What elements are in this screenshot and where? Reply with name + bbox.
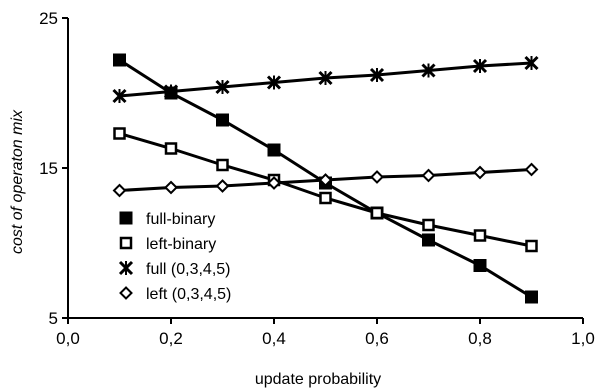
- x-tick-label: 0,2: [159, 329, 183, 348]
- data-point: [421, 168, 436, 183]
- legend-marker: [119, 236, 133, 250]
- legend-label: left (0,3,4,5): [146, 286, 231, 303]
- data-point: [524, 162, 539, 177]
- data-point: [318, 173, 333, 187]
- data-point: [164, 142, 178, 155]
- legend-item: left-binary: [119, 236, 216, 253]
- series-2: [112, 55, 539, 104]
- data-point: [421, 63, 436, 78]
- data-point: [267, 143, 281, 157]
- x-tick-label: 0,0: [56, 329, 80, 348]
- axes: 0,0 0,2 0,4 0,6 0,8 1,0 5 15 25: [39, 9, 595, 348]
- y-tick-label: 25: [39, 9, 58, 28]
- y-axis-label: cost of operaton mix: [9, 109, 26, 254]
- data-point: [370, 170, 384, 184]
- legend-label: full-binary: [146, 211, 215, 228]
- series-1: [113, 127, 538, 253]
- data-point: [266, 75, 282, 90]
- x-tick-label: 0,8: [468, 329, 492, 348]
- x-axis-label: update probability: [255, 371, 381, 388]
- data-point: [473, 259, 487, 272]
- data-point: [369, 67, 385, 83]
- series-line: [119, 132, 532, 248]
- data-point: [267, 176, 281, 190]
- legend-marker: [118, 260, 134, 276]
- data-point: [370, 206, 384, 220]
- data-point: [113, 53, 126, 67]
- data-point: [112, 88, 127, 104]
- data-point: [164, 180, 178, 195]
- legend-marker: [119, 286, 133, 300]
- data-point: [473, 229, 487, 242]
- legend-label: left-binary: [146, 236, 216, 253]
- data-point: [113, 127, 126, 140]
- data-point: [216, 113, 229, 127]
- legend-label: full (0,3,4,5): [146, 261, 230, 278]
- x-tick-label: 1,0: [571, 329, 595, 348]
- legend-item: full-binary: [119, 211, 215, 228]
- data-point: [163, 84, 179, 99]
- data-point: [422, 218, 435, 232]
- data-point: [472, 58, 488, 74]
- y-tick-label: 15: [39, 159, 58, 178]
- data-point: [215, 79, 230, 95]
- data-point: [422, 233, 435, 247]
- series-3: [112, 162, 539, 198]
- data-point: [524, 55, 539, 71]
- data-point: [525, 290, 538, 304]
- series-layer: [112, 53, 539, 304]
- data-point: [215, 179, 230, 193]
- data-point: [216, 158, 229, 172]
- legend-item: full (0,3,4,5): [118, 260, 230, 278]
- legend-item: left (0,3,4,5): [119, 286, 231, 303]
- data-point: [525, 239, 538, 253]
- x-tick-label: 0,4: [262, 329, 286, 348]
- y-tick-label: 5: [49, 309, 58, 328]
- x-tick-label: 0,6: [365, 329, 389, 348]
- data-point: [318, 70, 333, 86]
- legend: full-binary left-binary full (0,3,4,5) left…: [118, 211, 231, 303]
- data-point: [319, 191, 332, 205]
- data-point: [112, 183, 127, 198]
- data-point: [473, 165, 487, 180]
- legend-marker: [119, 211, 133, 225]
